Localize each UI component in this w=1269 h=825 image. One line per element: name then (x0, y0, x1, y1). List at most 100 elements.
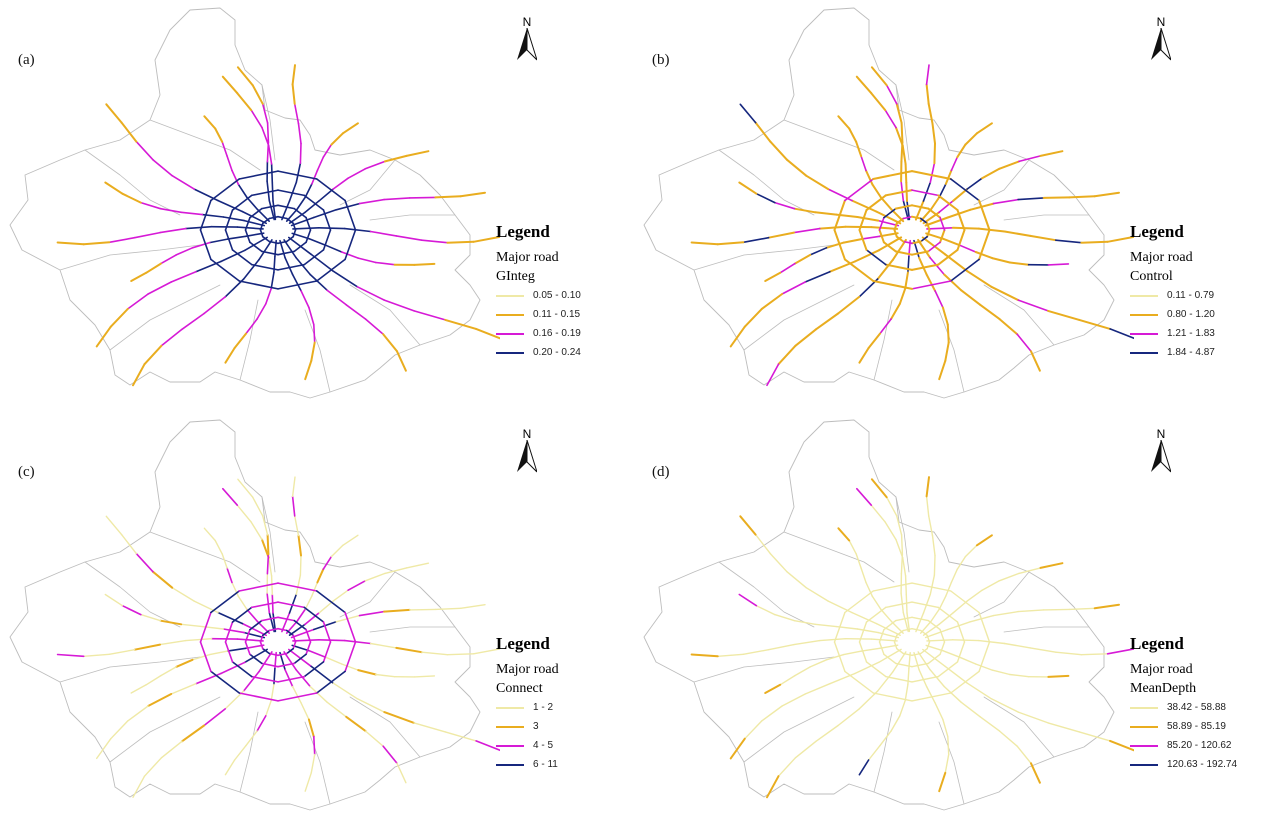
ring-road-segment (199, 641, 212, 673)
road-segment (875, 622, 901, 636)
ring-road-segment (262, 629, 271, 637)
ring-road-segment (277, 582, 318, 592)
road-segment (110, 720, 129, 740)
ring-road-segment (895, 662, 913, 668)
ring-road-segment (268, 652, 279, 657)
road-segment (793, 207, 817, 214)
north-arrow-icon: N (512, 16, 542, 66)
road-segment (214, 127, 224, 143)
road-segment (860, 155, 867, 172)
road-segment (265, 287, 273, 305)
road-segment (851, 199, 878, 213)
road-segment (786, 571, 807, 589)
road-segment (764, 271, 782, 282)
ring-road-segment (858, 209, 868, 231)
road-segment (316, 156, 325, 172)
road-segment (818, 225, 847, 230)
road-segment (258, 239, 273, 261)
road-segment (941, 306, 949, 326)
ring-road-segment (937, 661, 959, 678)
ring-road-segment (956, 621, 966, 643)
road-segment (242, 259, 260, 280)
road-segment (233, 332, 247, 349)
road-segment (191, 241, 211, 249)
road-segment (242, 671, 260, 692)
legend-layer: Major road (1130, 662, 1193, 677)
road-segment (434, 195, 462, 199)
road-segment (944, 753, 950, 774)
road-segment (308, 306, 315, 326)
road-segment (357, 669, 377, 676)
ring-road-segment (244, 628, 251, 643)
road-segment (413, 262, 436, 266)
road-segment (288, 181, 298, 202)
road-segment (858, 690, 879, 710)
road-segment (290, 628, 315, 639)
legend-item-label: 1 - 2 (533, 702, 554, 713)
ring-road-segment (844, 178, 874, 202)
ring-road-segment (322, 621, 332, 643)
road-segment (405, 150, 430, 157)
legend-item: 0.16 - 0.19 (496, 324, 636, 343)
road-segment (291, 476, 296, 498)
road-segment (304, 183, 313, 198)
road-segment (332, 270, 359, 288)
road-segment (236, 92, 253, 112)
road-segment (938, 183, 947, 198)
legend-item: 0.11 - 0.15 (496, 305, 636, 324)
road-segment (870, 226, 899, 230)
road-segment (855, 140, 863, 158)
ring-road-segment (833, 199, 846, 231)
road-segment (143, 344, 163, 366)
road-segment (769, 552, 788, 573)
road-segment (243, 219, 266, 227)
road-segment (966, 177, 983, 190)
road-segment (871, 595, 882, 611)
legend-item: 3 (496, 717, 636, 736)
road-segment (195, 672, 222, 685)
road-segment (265, 699, 272, 717)
ring-road-segment (316, 258, 346, 282)
road-segment (958, 244, 977, 253)
road-segment (120, 533, 137, 555)
ring-road-segment (268, 627, 279, 632)
road-segment (273, 255, 276, 274)
ring-road-segment (231, 249, 253, 266)
ring-road-segment (316, 670, 346, 694)
road-segment (860, 567, 867, 584)
ring-road-segment (277, 601, 306, 609)
road-segment (979, 716, 1001, 732)
road-segment (135, 140, 154, 161)
ring-road-segment (911, 250, 930, 256)
legend-swatch (496, 744, 524, 747)
road-segment (295, 574, 302, 596)
road-segment (181, 724, 206, 743)
ring-road-segment (238, 280, 279, 290)
road-segment (876, 258, 894, 280)
road-segment (226, 155, 233, 172)
road-segment (304, 359, 313, 381)
road-segment (886, 496, 898, 517)
map-panel-c: (c) N Legend Major road Connect 1 - 2 3 … (0, 412, 634, 824)
road-segment (332, 682, 359, 700)
road-segment (322, 555, 333, 570)
road-segment (266, 141, 270, 163)
road-segment (885, 84, 898, 105)
district-boundary (1003, 214, 1090, 221)
ring-road-segment (865, 661, 887, 678)
road-segment (929, 574, 936, 596)
road-segment (133, 643, 161, 651)
road-segment (925, 495, 930, 517)
road-segment (729, 737, 746, 760)
road-segment (1003, 230, 1032, 237)
road-segment (237, 183, 248, 199)
ring-road-segment (911, 662, 929, 668)
road-segment (891, 238, 907, 261)
ring-road-segment (920, 217, 928, 225)
road-segment (132, 363, 146, 387)
road-segment (185, 225, 213, 230)
road-segment (904, 271, 909, 290)
ring-road-segment (268, 240, 279, 245)
road-segment (252, 496, 264, 517)
road-segment (258, 651, 273, 673)
